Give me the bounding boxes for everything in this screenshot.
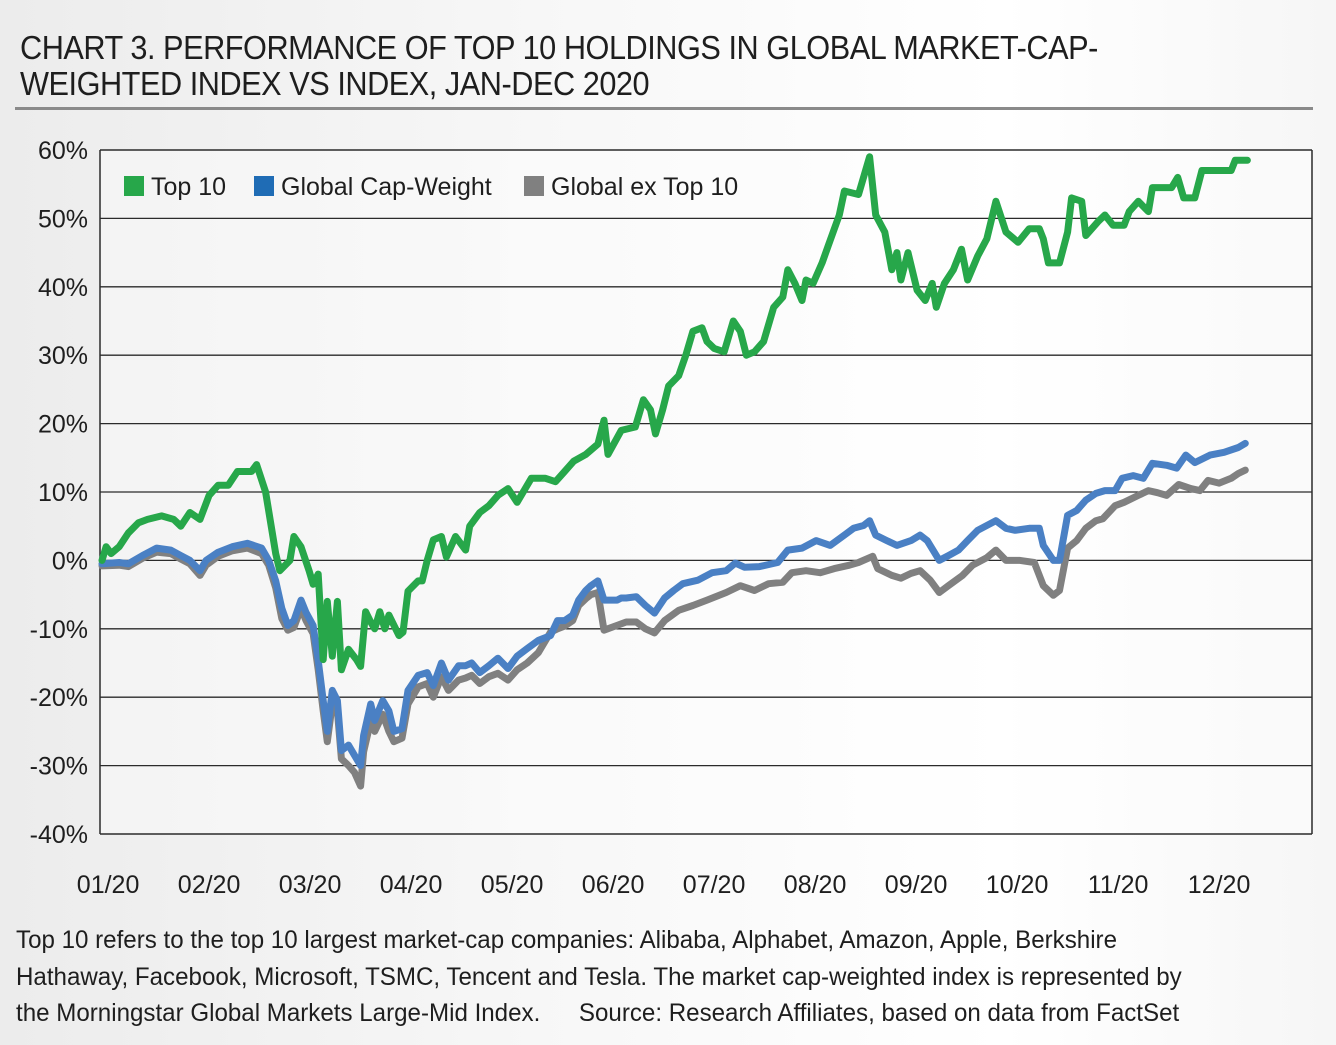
x-tick-label: 08/20 bbox=[784, 871, 847, 899]
y-tick-label: -10% bbox=[30, 616, 88, 644]
series-lines bbox=[98, 153, 1251, 790]
gridlines bbox=[99, 149, 1313, 835]
x-tick-label: 07/20 bbox=[683, 871, 746, 899]
y-tick-label: -40% bbox=[30, 821, 88, 849]
footnote-line-1: Top 10 refers to the top 10 largest mark… bbox=[16, 926, 1118, 954]
x-tick-label: 05/20 bbox=[481, 871, 544, 899]
x-tick-label: 12/20 bbox=[1188, 871, 1251, 899]
x-tick-label: 03/20 bbox=[279, 871, 342, 899]
legend-swatch bbox=[524, 176, 544, 196]
x-tick-label: 02/20 bbox=[178, 871, 241, 899]
y-tick-label: 60% bbox=[38, 137, 88, 165]
line-chart: 60% 50% 40% 30% 20% 10% 0% -10% -20% -30% -40% 01/… bbox=[30, 137, 1313, 899]
x-tick-label: 09/20 bbox=[885, 871, 948, 899]
legend-label: Global ex Top 10 bbox=[551, 173, 738, 201]
chart-title-line-1: CHART 3. PERFORMANCE OF TOP 10 HOLDINGS … bbox=[20, 29, 1098, 66]
legend-item-global-ex-top-10: Global ex Top 10 bbox=[524, 173, 738, 201]
series-line-top-10 bbox=[98, 153, 1251, 674]
footnote-line-2: Hathaway, Facebook, Microsoft, TSMC, Ten… bbox=[16, 962, 1182, 991]
y-tick-label: 30% bbox=[38, 342, 88, 370]
legend-swatch bbox=[124, 176, 144, 196]
y-tick-label: -20% bbox=[30, 684, 88, 712]
x-axis-tick-labels: 01/20 02/20 03/20 04/20 05/20 06/20 07/20 08/20… bbox=[77, 871, 1251, 899]
y-tick-label: 20% bbox=[38, 411, 88, 439]
chart-title: CHART 3. PERFORMANCE OF TOP 10 HOLDINGS … bbox=[20, 30, 1229, 102]
legend-label: Top 10 bbox=[151, 173, 226, 201]
series-line-global-ex-top-10 bbox=[98, 466, 1249, 790]
y-tick-label: 40% bbox=[38, 274, 88, 302]
y-tick-label: 50% bbox=[38, 205, 88, 233]
legend-item-global-cap-weight: Global Cap-Weight bbox=[254, 173, 492, 201]
title-divider bbox=[15, 107, 1313, 110]
chart-title-line-2: WEIGHTED INDEX VS INDEX, JAN-DEC 2020 bbox=[20, 65, 650, 102]
legend: Top 10 Global Cap-Weight Global ex Top 10 bbox=[124, 173, 738, 201]
source-note: Source: Research Affiliates, based on da… bbox=[578, 999, 1180, 1027]
y-axis-tick-labels: 60% 50% 40% 30% 20% 10% 0% -10% -20% -30% -40% bbox=[30, 137, 88, 849]
y-tick-label: 0% bbox=[52, 547, 88, 575]
x-tick-label: 04/20 bbox=[380, 871, 443, 899]
footnote: Top 10 refers to the top 10 largest mark… bbox=[16, 922, 1280, 1032]
legend-label: Global Cap-Weight bbox=[281, 173, 492, 201]
y-tick-label: -30% bbox=[30, 753, 88, 781]
x-tick-label: 01/20 bbox=[77, 871, 140, 899]
legend-item-top-10: Top 10 bbox=[124, 173, 226, 201]
y-tick-label: 10% bbox=[38, 479, 88, 507]
x-tick-label: 06/20 bbox=[582, 871, 645, 899]
series-line-global-cap-weight bbox=[98, 439, 1249, 770]
legend-swatch bbox=[254, 176, 274, 196]
footnote-line-3: the Morningstar Global Markets Large-Mid… bbox=[16, 999, 541, 1027]
x-tick-label: 11/20 bbox=[1088, 871, 1149, 899]
x-tick-label: 10/20 bbox=[986, 871, 1049, 899]
